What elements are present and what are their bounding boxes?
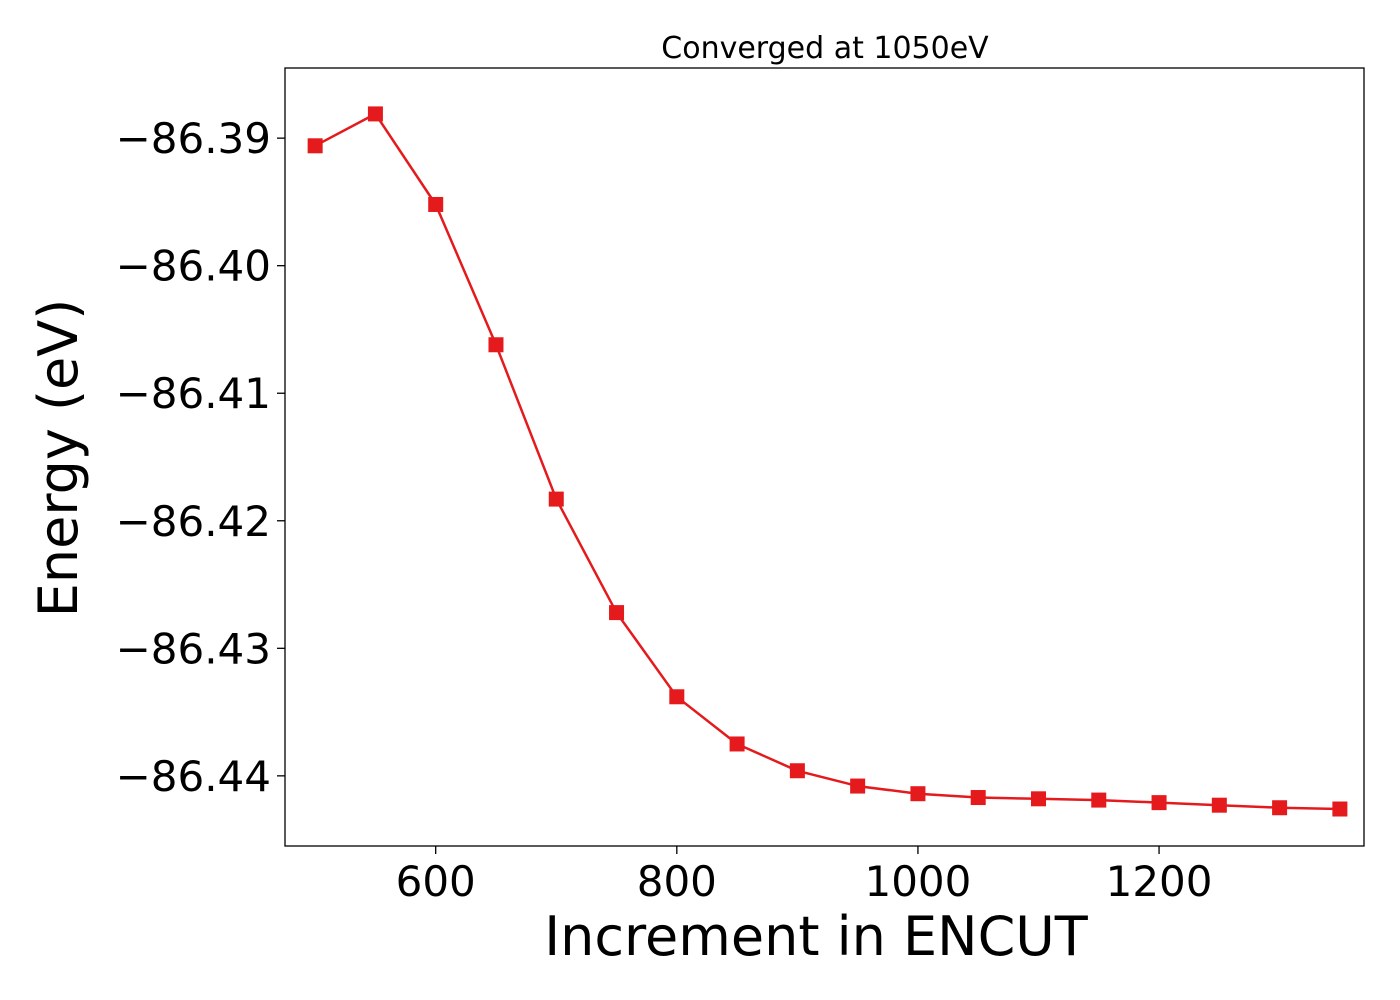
data-point bbox=[1211, 797, 1227, 813]
y-tick-label: −86.42 bbox=[116, 497, 271, 546]
data-point bbox=[1332, 801, 1348, 817]
data-point bbox=[1091, 792, 1107, 808]
data-point bbox=[970, 790, 986, 806]
x-tick-label: 600 bbox=[396, 857, 476, 906]
x-tick-label: 800 bbox=[637, 857, 717, 906]
series-line bbox=[314, 112, 1340, 811]
x-tick-label: 1000 bbox=[864, 857, 971, 906]
data-point bbox=[307, 138, 323, 154]
y-axis-label: Energy (eV) bbox=[27, 299, 90, 618]
y-tick-label: −86.44 bbox=[116, 752, 271, 801]
data-point bbox=[850, 778, 866, 794]
plot-frame bbox=[284, 67, 1365, 847]
x-axis: 600 800 1000 1200 bbox=[396, 846, 1213, 906]
data-point bbox=[1272, 800, 1288, 816]
y-tick-label: −86.41 bbox=[116, 369, 271, 418]
data-point bbox=[428, 196, 444, 212]
data-point bbox=[789, 763, 805, 779]
data-point bbox=[669, 689, 685, 705]
y-tick-label: −86.43 bbox=[116, 624, 271, 673]
data-point bbox=[729, 736, 745, 752]
x-tick-label: 1200 bbox=[1106, 857, 1213, 906]
data-point bbox=[609, 605, 625, 621]
y-tick-label: −86.40 bbox=[116, 242, 271, 291]
data-point bbox=[910, 786, 926, 802]
x-axis-label: Increment in ENCUT bbox=[544, 905, 1089, 968]
y-axis: −86.39 −86.40 −86.41 −86.42 −86.43 −86.44 bbox=[116, 114, 285, 801]
data-point bbox=[1030, 791, 1046, 807]
data-point bbox=[1151, 795, 1167, 811]
data-point bbox=[488, 337, 504, 353]
plot-series bbox=[307, 106, 1348, 817]
data-point bbox=[548, 491, 564, 507]
data-point bbox=[367, 106, 383, 122]
chart-title: Converged at 1050eV bbox=[661, 31, 989, 66]
y-tick-label: −86.39 bbox=[116, 114, 271, 163]
